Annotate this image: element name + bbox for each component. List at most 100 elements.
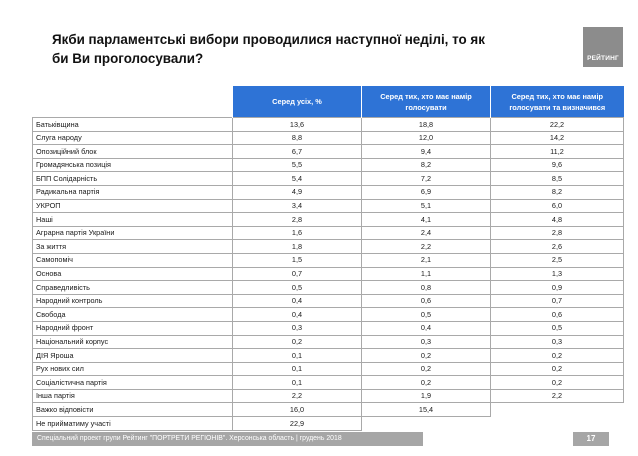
decided-value-cell: 11,2	[490, 144, 624, 159]
party-name-cell: Рух нових сил	[32, 361, 233, 377]
party-name-cell: Інша партія	[32, 388, 233, 404]
voters-value-cell: 2,2	[361, 239, 491, 254]
voters-value-cell: 7,2	[361, 171, 491, 186]
party-name-cell: Громадянська позиція	[32, 157, 233, 173]
decided-value-cell: 0,5	[490, 320, 624, 336]
table-row: ДІЯ Яроша 0,1 0,2 0,2	[32, 348, 624, 363]
decided-value-cell: 2,8	[490, 225, 624, 241]
decided-value-cell: 0,7	[490, 293, 624, 309]
party-name-cell: ДІЯ Яроша	[32, 348, 233, 363]
party-name-cell: Опозиційний блок	[32, 144, 233, 159]
header-all: Серед усіх, %	[232, 86, 362, 118]
voters-value-cell: 5,1	[361, 198, 491, 214]
voters-value-cell: 18,8	[361, 117, 491, 132]
all-value-cell: 0,2	[232, 334, 362, 350]
table-row: УКРОП 3,4 5,1 6,0	[32, 198, 624, 214]
all-value-cell: 1,6	[232, 225, 362, 241]
table-row: БПП Солідарність 5,4 7,2 8,5	[32, 171, 624, 186]
table-row: Наші 2,8 4,1 4,8	[32, 212, 624, 227]
table-row: Слуга народу 8,8 12,0 14,2	[32, 130, 624, 146]
table-row: Важко відповісти 16,0 15,4	[32, 402, 624, 418]
decided-value-cell: 1,3	[490, 266, 624, 282]
table-row: Аграрна партія України 1,6 2,4 2,8	[32, 225, 624, 241]
voters-value-cell: 1,9	[361, 388, 491, 404]
voters-value-cell: 0,6	[361, 293, 491, 309]
party-name-cell: Важко відповісти	[32, 402, 233, 418]
rating-logo: РЕЙТИНГ	[583, 27, 623, 67]
table-row: Рух нових сил 0,1 0,2 0,2	[32, 361, 624, 377]
all-value-cell: 0,1	[232, 361, 362, 377]
decided-value-cell: 14,2	[490, 130, 624, 146]
voters-value-cell: 6,9	[361, 184, 491, 200]
table-row: Народний контроль 0,4 0,6 0,7	[32, 293, 624, 309]
voters-value-cell: 12,0	[361, 130, 491, 146]
voters-value-cell: 0,4	[361, 320, 491, 336]
table-row: Самопоміч 1,5 2,1 2,5	[32, 252, 624, 268]
all-value-cell: 3,4	[232, 198, 362, 214]
party-name-cell: Соціалістична партія	[32, 375, 233, 390]
table-row: Радикальна партія 4,9 6,9 8,2	[32, 184, 624, 200]
all-value-cell: 4,9	[232, 184, 362, 200]
voters-value-cell: 0,2	[361, 361, 491, 377]
party-name-cell: Аграрна партія України	[32, 225, 233, 241]
decided-value-cell: 8,2	[490, 184, 624, 200]
table-row: Національний корпус 0,2 0,3 0,3	[32, 334, 624, 350]
decided-value-cell: 9,6	[490, 157, 624, 173]
voters-value-cell: 9,4	[361, 144, 491, 159]
header-decided: Серед тих, хто має намір голосувати та в…	[490, 86, 624, 118]
decided-value-cell: 2,5	[490, 252, 624, 268]
all-value-cell: 5,4	[232, 171, 362, 186]
decided-value-cell	[491, 403, 624, 417]
results-table: Серед усіх, % Серед тих, хто має намір г…	[32, 86, 624, 431]
table-row: Інша партія 2,2 1,9 2,2	[32, 388, 624, 404]
decided-value-cell: 0,6	[490, 307, 624, 322]
all-value-cell: 8,8	[232, 130, 362, 146]
table-row: За життя 1,8 2,2 2,6	[32, 239, 624, 254]
voters-value-cell: 0,5	[361, 307, 491, 322]
party-name-cell: Батьківщина	[32, 117, 233, 132]
voters-value-cell: 15,4	[361, 402, 491, 418]
all-value-cell: 1,8	[232, 239, 362, 254]
voters-value-cell	[362, 417, 491, 431]
table-row: Народний фронт 0,3 0,4 0,5	[32, 320, 624, 336]
table-row: Не прийматиму участі 22,9	[32, 416, 624, 431]
party-name-cell: Слуга народу	[32, 130, 233, 146]
all-value-cell: 2,2	[232, 388, 362, 404]
decided-value-cell: 6,0	[490, 198, 624, 214]
all-value-cell: 1,5	[232, 252, 362, 268]
party-name-cell: Основа	[32, 266, 233, 282]
decided-value-cell: 0,9	[490, 280, 624, 295]
decided-value-cell: 0,2	[490, 361, 624, 377]
party-name-cell: Самопоміч	[32, 252, 233, 268]
decided-value-cell: 0,2	[490, 348, 624, 363]
party-name-cell: Наші	[32, 212, 233, 227]
table-row: Свобода 0,4 0,5 0,6	[32, 307, 624, 322]
table-row: Громадянська позиція 5,5 8,2 9,6	[32, 157, 624, 173]
voters-value-cell: 0,3	[361, 334, 491, 350]
decided-value-cell	[491, 417, 624, 431]
table-row: Справедливість 0,5 0,8 0,9	[32, 280, 624, 295]
party-name-cell: Не прийматиму участі	[32, 416, 233, 431]
decided-value-cell: 4,8	[490, 212, 624, 227]
voters-value-cell: 1,1	[361, 266, 491, 282]
table-row: Основа 0,7 1,1 1,3	[32, 266, 624, 282]
page-title: Якби парламентські вибори проводилися на…	[52, 32, 485, 66]
party-name-cell: Свобода	[32, 307, 233, 322]
all-value-cell: 0,4	[232, 307, 362, 322]
party-name-cell: БПП Солідарність	[32, 171, 233, 186]
all-value-cell: 13,6	[232, 117, 362, 132]
decided-value-cell: 8,5	[490, 171, 624, 186]
party-name-cell: Народний фронт	[32, 320, 233, 336]
decided-value-cell: 0,2	[490, 375, 624, 390]
all-value-cell: 0,4	[232, 293, 362, 309]
all-value-cell: 0,1	[232, 348, 362, 363]
table-row: Соціалістична партія 0,1 0,2 0,2	[32, 375, 624, 390]
decided-value-cell: 22,2	[490, 117, 624, 132]
party-name-cell: Національний корпус	[32, 334, 233, 350]
voters-value-cell: 4,1	[361, 212, 491, 227]
all-value-cell: 0,5	[232, 280, 362, 295]
all-value-cell: 6,7	[232, 144, 362, 159]
party-name-cell: Справедливість	[32, 280, 233, 295]
all-value-cell: 16,0	[232, 402, 362, 418]
page-number: 17	[573, 432, 609, 446]
